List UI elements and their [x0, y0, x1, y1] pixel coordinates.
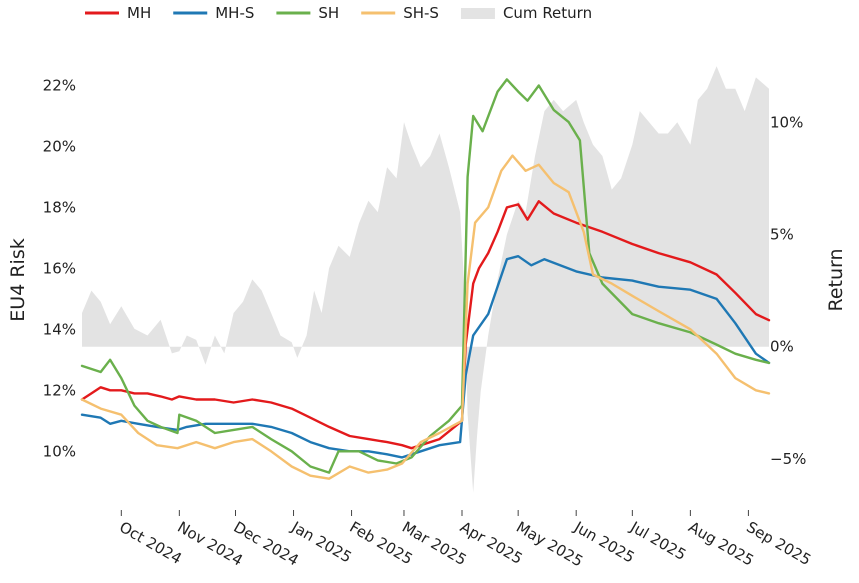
x-tick-label: Apr 2025 — [457, 518, 526, 568]
y-tick-label: 22% — [43, 76, 76, 94]
y-tick-label: 12% — [43, 381, 76, 399]
legend-label: MH — [127, 4, 151, 22]
y2-tick-label: 5% — [770, 225, 794, 243]
y2-tick-label: 10% — [770, 113, 803, 131]
y-tick-label: 20% — [43, 137, 76, 155]
y2-axis-title: Return — [825, 248, 847, 311]
right-axis-ticks: −5% 0% 5% 10% — [770, 113, 806, 468]
legend-swatch — [460, 8, 495, 19]
y-tick-label: 10% — [43, 442, 76, 460]
series-sh-s — [80, 154, 771, 480]
x-tick-label: Sep 2025 — [743, 518, 814, 569]
line-sh-s — [80, 154, 771, 480]
legend-label: MH-S — [215, 4, 254, 22]
legend-label: SH-S — [403, 4, 439, 22]
x-tick-label: Aug 2025 — [685, 518, 757, 570]
x-tick-label: Oct 2024 — [116, 518, 185, 568]
y2-tick-label: 0% — [770, 338, 794, 356]
y-tick-label: 14% — [43, 320, 76, 338]
legend-item-sh: SH — [276, 4, 339, 22]
legend-item-sh-s: SH-S — [361, 4, 439, 22]
x-tick-label: Jul 2025 — [626, 517, 689, 564]
legend-label: Cum Return — [503, 4, 592, 22]
cum-return-area-layer — [82, 66, 769, 493]
series-lines-layer — [80, 78, 771, 480]
y-tick-label: 18% — [43, 198, 76, 216]
legend: MH MH-S SH SH-S Cum Return — [85, 4, 592, 22]
legend-label: SH — [318, 4, 339, 22]
left-axis-ticks: 10% 12% 14% 16% 18% 20% 22% — [43, 76, 76, 460]
y-axis-title: EU4 Risk — [7, 238, 29, 321]
line-sh — [80, 78, 771, 474]
y2-tick-label: −5% — [770, 450, 806, 468]
legend-item-mh-s: MH-S — [173, 4, 254, 22]
cum-return-area — [82, 66, 769, 493]
series-sh — [80, 78, 771, 474]
legend-item-cum-return: Cum Return — [460, 4, 592, 22]
y-tick-label: 16% — [43, 259, 76, 277]
legend-item-mh: MH — [85, 4, 151, 22]
